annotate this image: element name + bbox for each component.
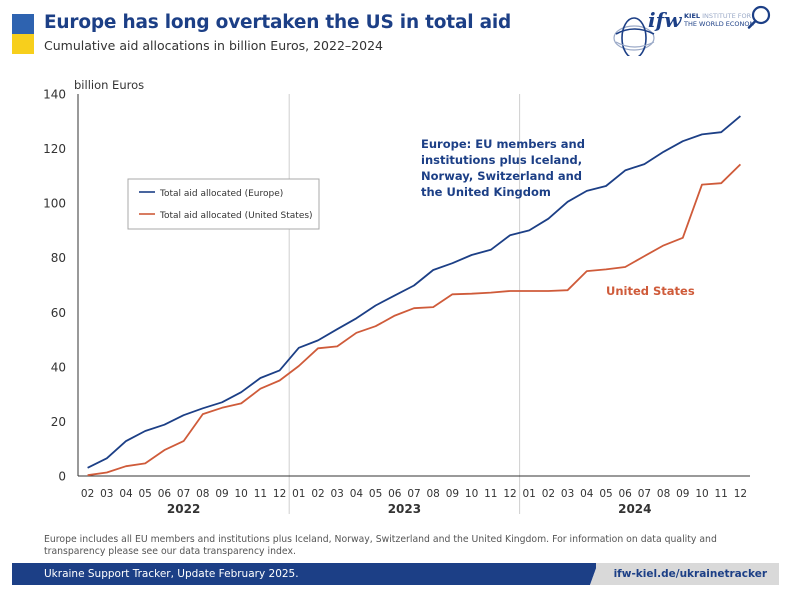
flag-blue-stripe <box>12 14 34 34</box>
year-label: 2022 <box>167 502 200 516</box>
y-tick-label: 0 <box>58 470 66 484</box>
x-tick-label: 03 <box>331 488 344 500</box>
footer-divider <box>578 563 598 585</box>
x-tick-label: 02 <box>311 488 324 500</box>
year-label: 2023 <box>388 502 421 516</box>
y-tick-label: 100 <box>43 197 66 211</box>
x-tick-label: 06 <box>158 488 172 500</box>
x-tick-label: 08 <box>657 488 670 500</box>
annotation-europe-line-3: Norway, Switzerland and <box>421 169 582 183</box>
ifw-globe-logo <box>613 17 655 56</box>
x-tick-label: 02 <box>81 488 94 500</box>
x-tick-label: 05 <box>369 488 382 500</box>
footer-source: Ukraine Support Tracker, Update February… <box>12 563 586 585</box>
footer-link[interactable]: ifw-kiel.de/ukrainetracker <box>596 563 779 585</box>
series-line-us <box>87 163 742 477</box>
x-tick-label: 03 <box>561 488 574 500</box>
y-tick-label: 120 <box>43 142 66 156</box>
x-tick-label: 11 <box>484 488 497 500</box>
legend-label-europe: Total aid allocated (Europe) <box>159 189 283 199</box>
x-tick-label: 07 <box>407 488 420 500</box>
chart-subtitle: Cumulative aid allocations in billion Eu… <box>44 38 383 53</box>
x-tick-label: 06 <box>388 488 402 500</box>
flag-yellow-stripe <box>12 34 34 54</box>
x-tick-label: 07 <box>638 488 651 500</box>
x-tick-label: 12 <box>273 488 286 500</box>
y-tick-label: 80 <box>51 251 66 265</box>
x-tick-label: 04 <box>119 488 133 500</box>
annotation-europe: Europe: EU members and institutions plus… <box>421 137 585 199</box>
y-axis: 0 20 40 60 80 100 120 140 <box>43 88 79 484</box>
y-tick-label: 140 <box>43 88 66 102</box>
x-tick-label: 12 <box>503 488 516 500</box>
x-tick-label: 09 <box>215 488 228 500</box>
x-tick-label: 06 <box>619 488 633 500</box>
legend-label-us: Total aid allocated (United States) <box>159 211 313 221</box>
annotation-europe-line-4: the United Kingdom <box>421 185 551 199</box>
y-tick-label: 40 <box>51 360 66 374</box>
footer-bar: Ukraine Support Tracker, Update February… <box>12 563 779 585</box>
search-icon[interactable] <box>746 4 772 30</box>
x-tick-label: 10 <box>235 488 248 500</box>
legend-box <box>127 178 320 230</box>
x-tick-label: 09 <box>446 488 459 500</box>
series-lines <box>87 115 742 477</box>
x-tick-label: 05 <box>599 488 612 500</box>
x-tick-label: 01 <box>523 488 536 500</box>
x-tick-label: 04 <box>350 488 364 500</box>
x-tick-label: 01 <box>292 488 305 500</box>
x-tick-label: 05 <box>139 488 152 500</box>
annotation-us: United States <box>606 284 695 298</box>
legend: Total aid allocated (Europe) Total aid a… <box>127 178 320 230</box>
x-tick-label: 08 <box>196 488 209 500</box>
x-axis: 02 03 04 05 06 07 08 09 10 11 12 01 02 03 04 05 06 07 08 09… <box>78 475 750 516</box>
x-tick-label: 03 <box>100 488 113 500</box>
y-tick-label: 60 <box>51 306 66 320</box>
series-line-europe <box>87 115 741 469</box>
x-tick-label: 07 <box>177 488 190 500</box>
year-dividers <box>288 94 521 514</box>
annotation-europe-line-1: Europe: EU members and <box>421 137 585 151</box>
logo-line-2: THE WORLD ECONOMY <box>684 20 754 28</box>
logo-line-1: KIEL INSTITUTE FOR <box>684 12 752 20</box>
x-tick-label: 11 <box>254 488 267 500</box>
annotation-europe-line-2: institutions plus Iceland, <box>421 153 582 167</box>
x-tick-label: 10 <box>695 488 708 500</box>
x-tick-label: 04 <box>580 488 594 500</box>
y-axis-label: billion Euros <box>74 78 144 92</box>
x-tick-label: 11 <box>715 488 728 500</box>
y-tick-label: 20 <box>51 415 66 429</box>
x-tick-label: 09 <box>676 488 689 500</box>
x-tick-label: 10 <box>465 488 478 500</box>
x-tick-label: 02 <box>542 488 555 500</box>
chart-title: Europe has long overtaken the US in tota… <box>44 12 512 33</box>
x-tick-label: 12 <box>734 488 747 500</box>
x-tick-label: 08 <box>427 488 440 500</box>
footnote: Europe includes all EU members and insti… <box>44 534 717 557</box>
ifw-logo-mark: ifw <box>648 8 682 32</box>
ukraine-flag <box>12 14 34 54</box>
year-label: 2024 <box>618 502 651 516</box>
ifw-logo-subtitle: KIEL INSTITUTE FOR THE WORLD ECONOMY <box>684 12 754 28</box>
